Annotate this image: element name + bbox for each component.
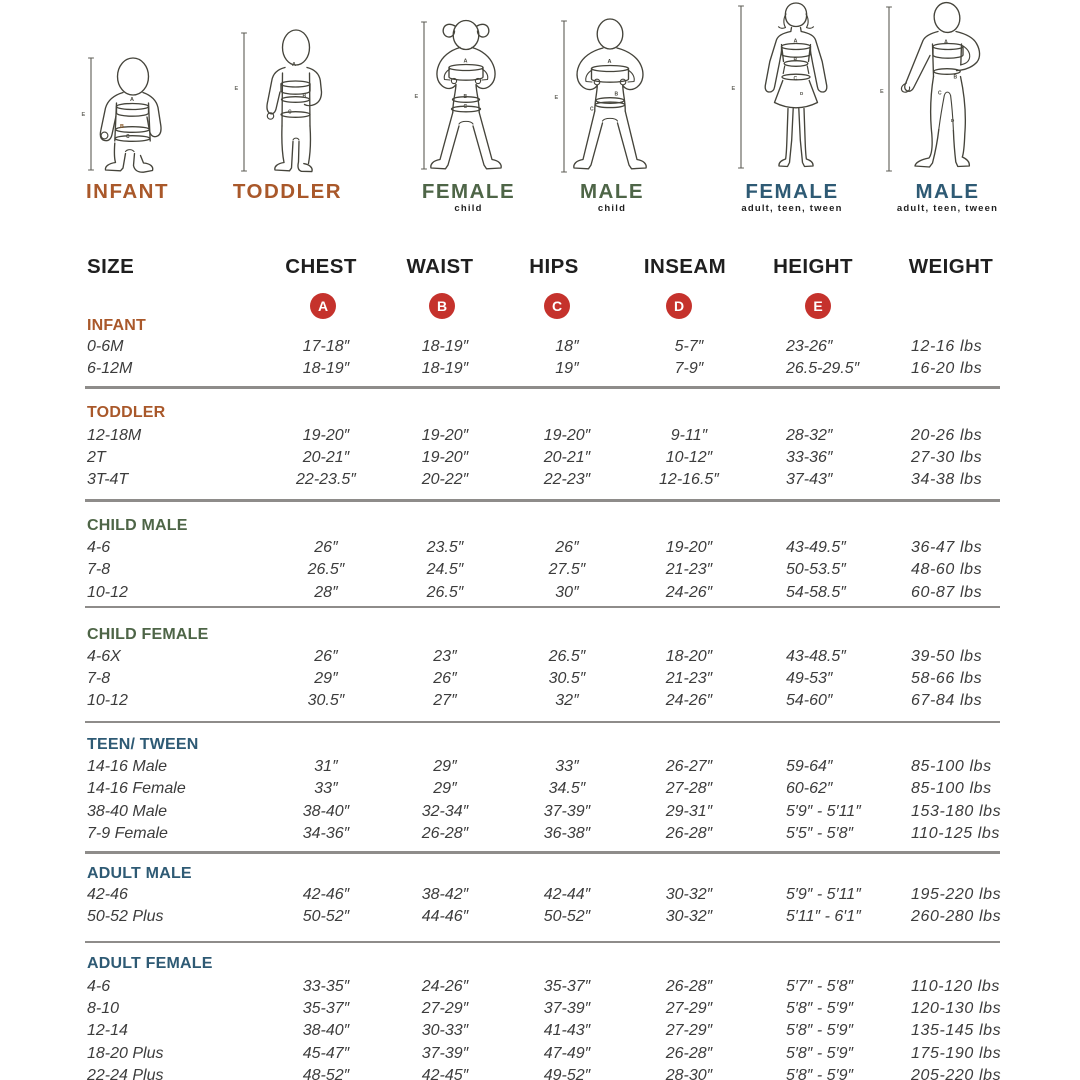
svg-text:E: E xyxy=(555,95,559,101)
svg-text:A: A xyxy=(944,40,948,46)
svg-text:C: C xyxy=(590,107,594,113)
svg-text:C: C xyxy=(938,91,942,97)
svg-text:A: A xyxy=(608,59,612,65)
svg-text:C: C xyxy=(464,104,468,110)
svg-text:A: A xyxy=(130,97,134,103)
svg-text:C: C xyxy=(288,110,292,116)
svg-text:B: B xyxy=(303,94,307,100)
svg-text:E: E xyxy=(880,89,884,95)
svg-text:C: C xyxy=(126,134,130,140)
svg-text:E: E xyxy=(82,112,86,118)
svg-text:E: E xyxy=(415,94,419,100)
svg-text:B: B xyxy=(464,94,468,100)
svg-text:B: B xyxy=(954,75,958,81)
svg-text:B: B xyxy=(794,58,798,64)
svg-text:B: B xyxy=(120,124,124,130)
svg-text:E: E xyxy=(235,86,239,92)
svg-text:C: C xyxy=(794,76,798,82)
svg-text:E: E xyxy=(732,86,736,92)
svg-text:A: A xyxy=(464,59,468,65)
svg-text:A: A xyxy=(794,39,798,45)
svg-text:D: D xyxy=(951,118,955,123)
svg-text:B: B xyxy=(615,92,619,98)
svg-text:A: A xyxy=(292,62,296,68)
svg-text:D: D xyxy=(800,91,804,96)
